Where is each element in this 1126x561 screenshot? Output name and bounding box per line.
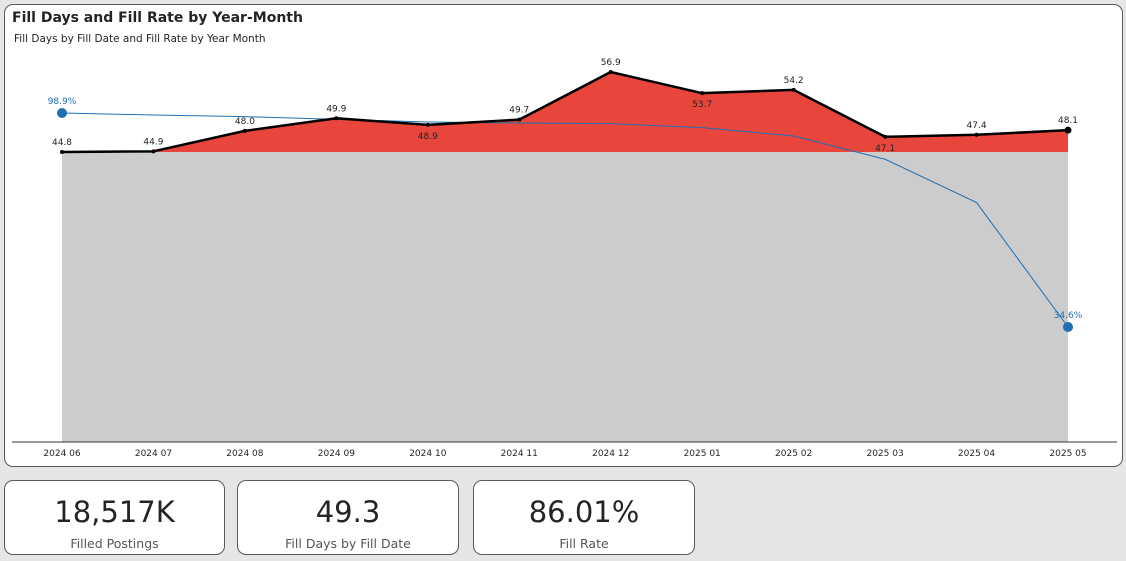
- chart-title: Fill Days and Fill Rate by Year-Month: [12, 10, 303, 26]
- x-tick-label: 2024 10: [409, 449, 446, 459]
- kpi-label: Filled Postings: [70, 536, 159, 551]
- fill-rate-point: [57, 108, 67, 118]
- fill-days-data-label: 53.7: [692, 100, 712, 110]
- fill-days-data-label: 47.1: [875, 144, 895, 154]
- chart-card: Fill Days and Fill Rate by Year-Month Fi…: [4, 4, 1123, 467]
- x-tick-label: 2024 09: [318, 449, 355, 459]
- kpi-label: Fill Rate: [559, 536, 609, 551]
- x-tick-label: 2025 04: [958, 449, 995, 459]
- x-tick-label: 2025 02: [775, 449, 812, 459]
- fill-days-point: [60, 150, 64, 154]
- fill-days-point: [883, 134, 888, 139]
- fill-days-point: [517, 117, 522, 122]
- kpi-card-filled-postings: 18,517K Filled Postings: [4, 480, 225, 555]
- fill-days-data-label: 44.9: [143, 137, 163, 147]
- x-tick-label: 2024 08: [226, 449, 263, 459]
- baseline-area: [62, 152, 1068, 442]
- fill-days-data-label: 49.9: [326, 104, 346, 114]
- fill-rate-data-label: 98.9%: [48, 97, 77, 107]
- fill-days-point: [334, 116, 339, 121]
- fill-days-point: [425, 122, 430, 127]
- fill-days-point: [608, 70, 613, 74]
- fill-days-line: [61, 70, 1069, 154]
- x-tick-label: 2024 12: [592, 449, 629, 459]
- fill-days-data-label: 48.0: [235, 117, 255, 127]
- fill-days-area: [62, 72, 1068, 152]
- fill-days-data-label: 48.1: [1058, 116, 1078, 126]
- fill-days-data-label: 49.7: [509, 106, 529, 116]
- kpi-value: 18,517K: [54, 495, 175, 529]
- x-tick-label: 2024 06: [43, 449, 80, 459]
- fill-days-data-label: 54.2: [784, 76, 804, 86]
- x-tick-label: 2025 05: [1049, 449, 1086, 459]
- kpi-card-fill-rate: 86.01% Fill Rate: [473, 480, 695, 555]
- x-tick-label: 2024 07: [135, 449, 172, 459]
- fill-days-data-label: 44.8: [52, 138, 72, 148]
- x-tick-label: 2025 03: [866, 449, 903, 459]
- kpi-value: 49.3: [315, 495, 381, 529]
- fill-days-point: [151, 149, 156, 154]
- fill-days-point: [700, 91, 705, 96]
- chart-subtitle: Fill Days by Fill Date and Fill Rate by …: [14, 33, 266, 45]
- x-tick-label: 2024 11: [501, 449, 538, 459]
- fill-days-point: [242, 128, 247, 133]
- fill-days-point: [791, 87, 796, 92]
- kpi-card-fill-days: 49.3 Fill Days by Fill Date: [237, 480, 459, 555]
- x-tick-label: 2025 01: [684, 449, 721, 459]
- fill-days-data-label: 56.9: [601, 58, 621, 68]
- fill-days-data-label: 48.9: [418, 132, 438, 142]
- kpi-value: 86.01%: [528, 495, 640, 529]
- fill-days-point: [1064, 126, 1072, 134]
- fill-days-fill-rate-chart: 44.8 44.9 48.0 49.9 48.9 49.7 56.9 53.7 54.2 47.1…: [12, 58, 1117, 459]
- kpi-label: Fill Days by Fill Date: [285, 536, 411, 551]
- fill-rate-line: [61, 112, 1069, 328]
- fill-days-point: [974, 132, 979, 137]
- fill-rate-data-label: 34.6%: [1054, 311, 1083, 321]
- fill-rate-point: [1063, 322, 1073, 332]
- fill-days-data-label: 47.4: [967, 121, 987, 131]
